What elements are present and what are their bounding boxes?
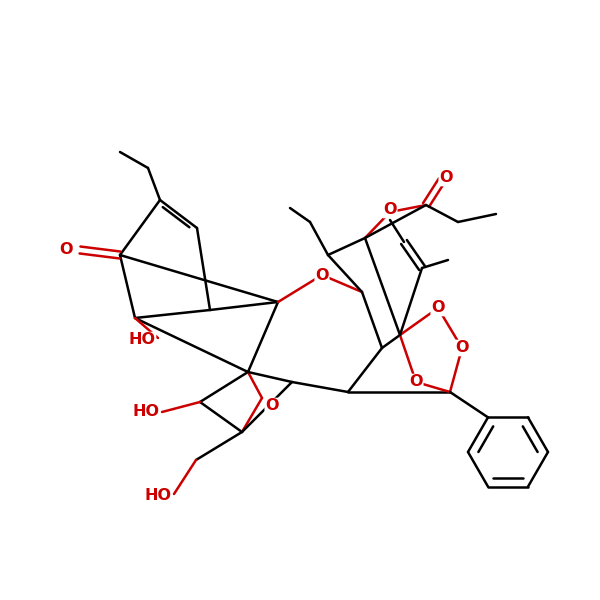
Text: HO: HO xyxy=(128,332,155,347)
Text: HO: HO xyxy=(145,488,172,503)
Text: O: O xyxy=(59,242,73,257)
Text: O: O xyxy=(439,170,453,185)
Text: O: O xyxy=(455,340,469,355)
Text: O: O xyxy=(409,374,423,389)
Text: O: O xyxy=(265,398,279,413)
Text: O: O xyxy=(315,268,329,283)
Text: HO: HO xyxy=(133,404,160,419)
Text: O: O xyxy=(383,202,397,217)
Text: O: O xyxy=(431,301,445,316)
